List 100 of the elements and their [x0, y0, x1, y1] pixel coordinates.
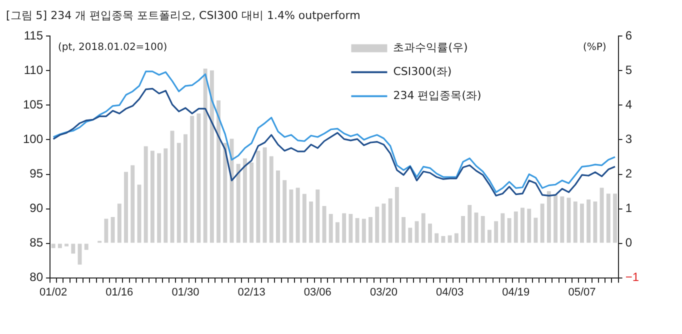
bar	[58, 244, 62, 248]
y-tick-label: 110	[24, 63, 44, 78]
bar	[414, 221, 419, 243]
y-tick-label: 115	[24, 28, 44, 43]
x-tick-label: 01/16	[106, 286, 134, 298]
bar	[540, 204, 544, 243]
legend-label: CSI300(좌)	[393, 65, 452, 78]
bar	[408, 228, 412, 243]
bar	[454, 233, 458, 243]
bar	[84, 244, 88, 250]
bar	[606, 194, 610, 243]
bar	[289, 189, 294, 243]
bar	[546, 191, 551, 243]
x-tick-label: 01/02	[40, 286, 68, 298]
bar	[348, 214, 353, 243]
bar	[282, 180, 287, 243]
bar	[210, 70, 214, 243]
bar	[242, 158, 247, 243]
y-axis-title: (pt, 2018.01.02=100)	[58, 42, 168, 53]
bar	[223, 142, 228, 243]
bar	[302, 194, 306, 243]
bar	[520, 208, 524, 243]
legend-label: 초과수익률(우)	[393, 41, 468, 54]
bar	[130, 165, 135, 243]
bar	[170, 130, 174, 243]
bar	[117, 204, 122, 243]
bar	[375, 206, 380, 243]
bar	[586, 199, 591, 243]
y2-axis-title: (%P)	[582, 42, 606, 53]
bar	[573, 202, 578, 243]
bar	[190, 116, 194, 243]
y-tick-label: 95	[30, 166, 44, 181]
chart-title: [그림 5] 234 개 편입종목 포트폴리오, CSI300 대비 1.4% outperform	[6, 8, 360, 23]
y2-tick-label: 4	[625, 98, 632, 112]
bar	[527, 208, 532, 243]
bar	[335, 222, 340, 243]
bar	[64, 244, 69, 246]
x-tick-label: 03/20	[370, 286, 398, 298]
bar	[500, 213, 505, 243]
x-tick-label: 04/19	[502, 286, 530, 298]
bar	[394, 187, 399, 243]
bar	[196, 114, 201, 243]
bar	[362, 218, 366, 243]
bar	[276, 170, 280, 243]
bar	[560, 196, 564, 243]
bar	[388, 198, 392, 243]
bar	[441, 236, 446, 243]
bar	[448, 235, 452, 243]
bar	[480, 216, 485, 243]
bar	[461, 216, 466, 243]
x-tick-label: 05/07	[568, 286, 596, 298]
bar	[593, 202, 598, 243]
bar	[184, 134, 188, 243]
bar	[600, 188, 604, 243]
legend-label: 234 편입종목(좌)	[393, 89, 482, 102]
bar	[176, 142, 181, 243]
bar	[328, 214, 333, 243]
x-tick-label: 04/03	[436, 286, 464, 298]
bar	[613, 194, 617, 243]
bar	[382, 204, 386, 243]
bar	[104, 218, 108, 243]
bar	[236, 164, 240, 243]
y-tick-label: 80	[30, 270, 44, 284]
y2-tick-label: 2	[625, 166, 632, 181]
bar	[216, 100, 221, 243]
bar	[554, 194, 558, 243]
y2-tick-label: −1	[625, 270, 640, 284]
bar	[256, 150, 260, 243]
bar	[514, 212, 518, 243]
bar	[355, 218, 360, 243]
bar	[110, 217, 115, 243]
bar	[580, 204, 584, 243]
bar	[342, 213, 346, 243]
y-tick-label: 85	[30, 236, 44, 250]
y2-tick-label: 1	[625, 201, 632, 216]
bar	[428, 224, 432, 243]
bar	[494, 221, 498, 243]
bar	[421, 213, 426, 243]
bar	[137, 184, 142, 243]
y-tick-label: 100	[22, 132, 44, 146]
bar	[51, 244, 56, 248]
bar	[507, 218, 512, 243]
x-tick-label: 01/30	[172, 286, 200, 298]
bar	[250, 162, 254, 243]
bar	[71, 244, 76, 254]
bar	[434, 233, 439, 243]
y2-tick-label: 6	[625, 28, 632, 43]
bar	[124, 172, 128, 243]
bar	[157, 153, 162, 243]
bar	[269, 156, 274, 243]
y-tick-label: 90	[30, 201, 44, 216]
bar	[150, 150, 154, 243]
bar	[296, 188, 300, 243]
bar	[468, 204, 472, 243]
bar	[487, 230, 492, 243]
bar	[164, 148, 168, 243]
x-tick-label: 02/13	[238, 286, 266, 298]
bar	[534, 218, 538, 243]
bar	[144, 146, 148, 243]
bar	[402, 217, 406, 243]
